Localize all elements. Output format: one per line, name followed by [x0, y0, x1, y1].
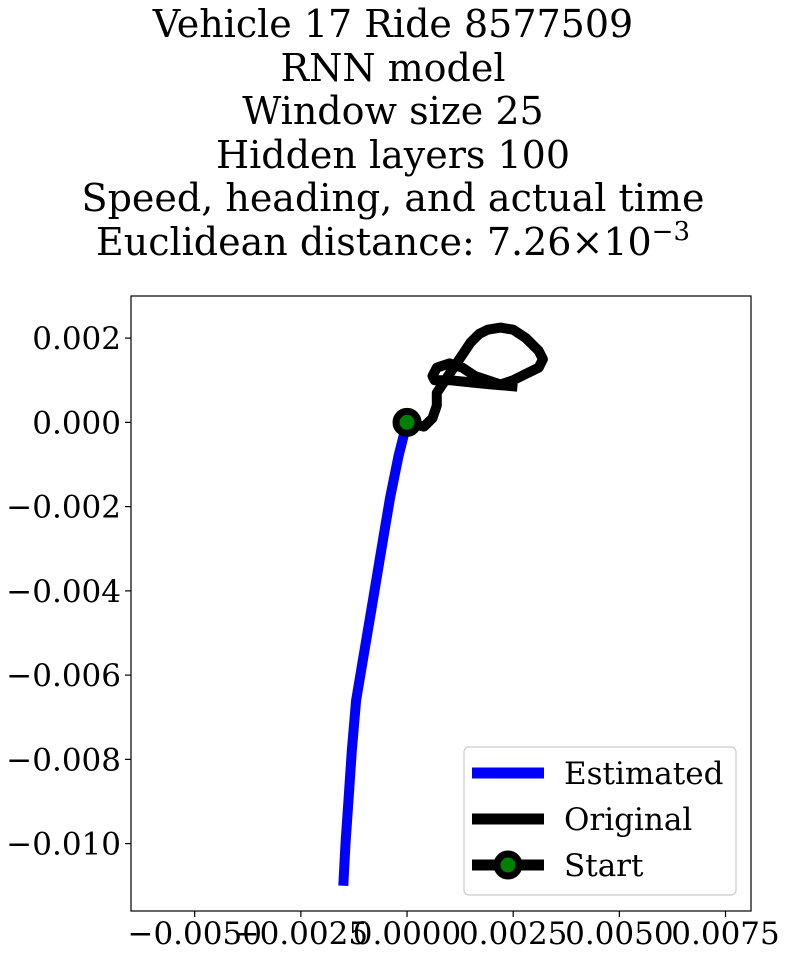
title-line-2: RNN model [280, 45, 506, 90]
title-distance: Euclidean distance: 7.26×10−3 [0, 219, 786, 265]
chart-title: Vehicle 17 Ride 8577509 RNN model Window… [0, 0, 786, 264]
x-tick-label: 0.0025 [459, 916, 567, 952]
title-line-1: Vehicle 17 Ride 8577509 [152, 2, 634, 46]
x-tick-label: 0.0075 [671, 916, 779, 952]
x-tick-label: 0.0000 [353, 916, 461, 952]
title-line-3: Window size 25 [242, 89, 544, 133]
x-tick-label: −0.0050 [127, 916, 261, 952]
legend: Estimated Original Start [463, 746, 737, 896]
y-tick-label: −0.008 [6, 742, 121, 778]
legend-start-marker [493, 850, 523, 880]
plot-layer [338, 322, 548, 886]
title-line-5: Speed, heading, and actual time [81, 176, 705, 220]
legend-original-label: Original [564, 802, 692, 838]
series-line-original [405, 322, 548, 432]
y-tick-label: −0.004 [6, 574, 121, 610]
legend-estimated-label: Estimated [564, 756, 723, 792]
y-tick-label: −0.006 [6, 658, 121, 694]
distance-times: × [571, 219, 604, 264]
y-tick-label: −0.010 [6, 827, 121, 863]
legend-frame [463, 746, 737, 896]
x-tick-label: −0.0025 [234, 916, 368, 952]
distance-exponent: −3 [651, 216, 690, 247]
x-tick-label: 0.0050 [565, 916, 673, 952]
y-tick-label: 0.000 [32, 405, 121, 441]
distance-label: Euclidean distance: 7.26 [96, 219, 572, 264]
title-line-4: Hidden layers 100 [215, 132, 571, 177]
distance-base: 10 [603, 219, 652, 264]
plot-frame [130, 295, 752, 912]
y-tick-label: −0.002 [6, 490, 121, 526]
start-marker [392, 407, 422, 437]
legend-start-label: Start [564, 848, 644, 884]
series-line-estimated [338, 421, 412, 886]
y-tick-label: 0.002 [32, 321, 121, 357]
